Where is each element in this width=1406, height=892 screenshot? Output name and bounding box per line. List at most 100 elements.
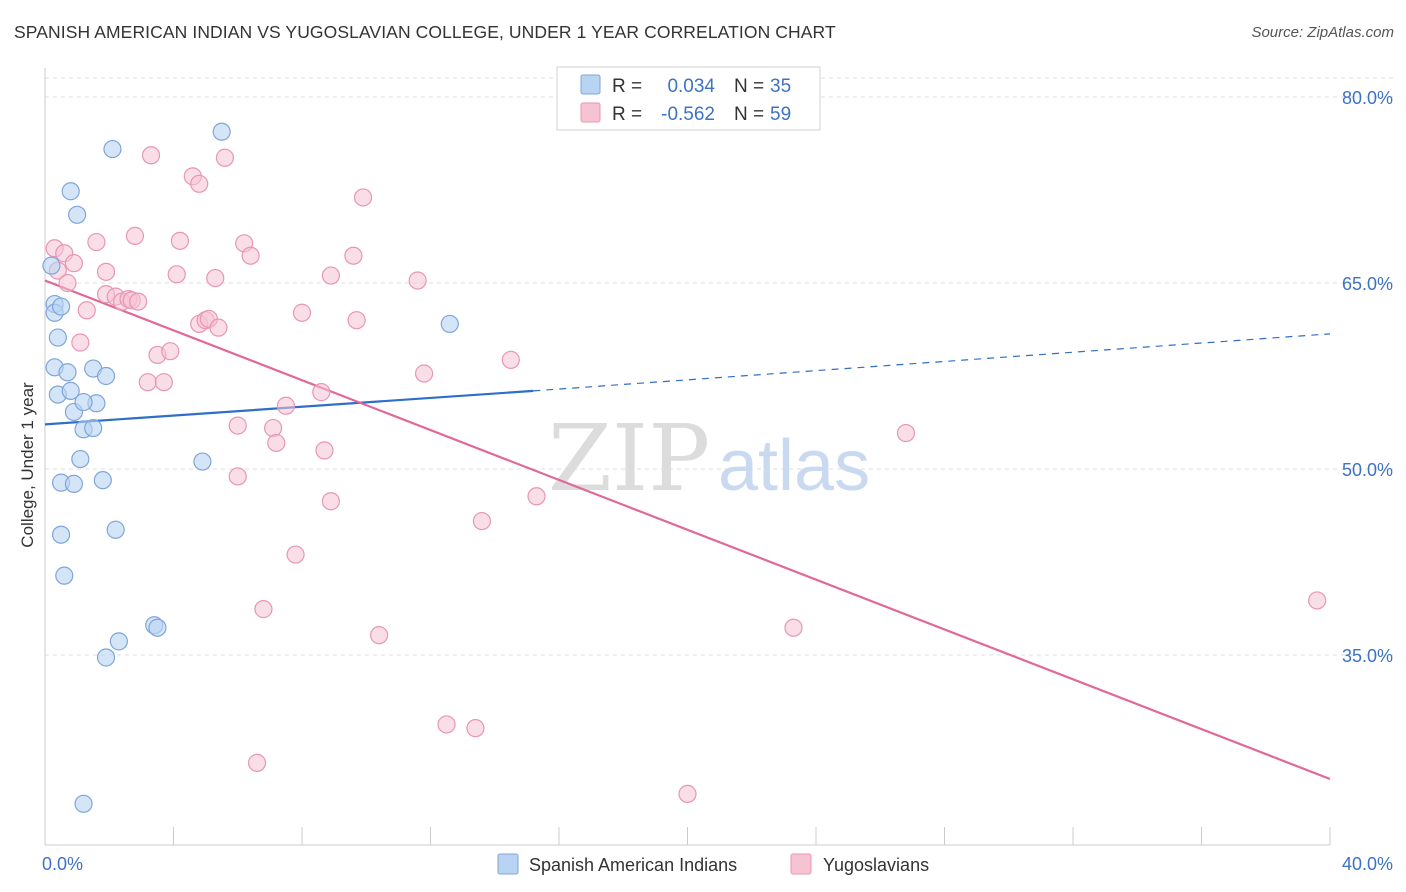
series-legend-swatch-pink [790,853,812,875]
data-point-yugoslavians [276,396,296,415]
chart-title: SPANISH AMERICAN INDIAN VS YUGOSLAVIAN C… [14,22,836,42]
data-point-yugoslavians [896,423,916,443]
source-credit: Source: ZipAtlas.com [1251,24,1394,41]
legend-r-label: R = [612,76,642,97]
series-legend-swatch-blue [497,853,519,875]
stats-legend: R = 0.034 N = 35 R = -0.562 N = 59 [556,66,821,131]
data-point-yugoslavians [408,271,427,290]
watermark: ZIP atlas [548,405,870,512]
data-point-yugoslavians [209,318,228,337]
data-point-yugoslavians [77,301,96,320]
data-point-spanish-american-indians [64,474,84,493]
data-point-spanish-american-indians [51,297,71,316]
data-point-spanish-american-indians [61,381,80,400]
data-point-yugoslavians [353,188,373,207]
trend-line-extension-spanish-american-indians [533,333,1331,392]
data-point-spanish-american-indians [61,182,80,201]
data-point-spanish-american-indians [96,648,116,667]
data-point-yugoslavians [678,784,697,803]
data-point-yugoslavians [138,373,157,392]
data-point-spanish-american-indians [109,632,128,651]
data-point-yugoslavians [1308,591,1327,610]
data-point-yugoslavians [466,719,485,738]
stats-legend-box [556,66,821,131]
data-point-yugoslavians [64,254,84,273]
legend-n-label: N = [734,76,764,97]
legend-swatch-pink [580,102,601,123]
data-point-yugoslavians [527,487,546,506]
data-point-yugoslavians [87,232,106,252]
data-point-spanish-american-indians [106,520,125,539]
legend-r-value: -0.562 [661,104,715,125]
data-point-yugoslavians [472,511,491,531]
x-tick-label: 40.0% [1342,854,1393,874]
data-point-spanish-american-indians [148,618,167,637]
x-tick-label: 0.0% [42,854,83,874]
tick-labels: 35.0% 50.0% 65.0% 80.0% 0.0% 40.0% [42,88,1393,874]
legend-swatch-blue [580,74,601,95]
data-point-yugoslavians [784,618,803,637]
series-legend: Spanish American Indians Yugoslavians [497,853,929,875]
data-point-yugoslavians [167,265,186,284]
y-tick-label: 65.0% [1342,274,1393,294]
data-point-yugoslavians [414,364,434,383]
data-point-spanish-american-indians [212,122,231,141]
y-tick-label: 35.0% [1342,646,1393,666]
data-point-spanish-american-indians [71,449,90,469]
series-legend-label: Spanish American Indians [529,855,737,875]
trend-line-yugoslavians [44,279,1331,781]
data-point-yugoslavians [154,373,173,392]
watermark-zip: ZIP [548,405,710,512]
data-point-yugoslavians [190,174,209,193]
data-point-spanish-american-indians [42,256,61,275]
data-point-yugoslavians [141,146,161,165]
data-point-yugoslavians [241,246,260,265]
data-point-yugoslavians [437,715,456,734]
series-legend-label: Yugoslavians [823,855,929,875]
data-point-yugoslavians [129,292,148,311]
grid-lines [45,77,1393,656]
y-axis-label: College, Under 1 year [18,382,37,548]
legend-r-value: 0.034 [667,76,715,97]
data-point-spanish-american-indians [193,452,212,471]
data-point-yugoslavians [286,545,305,564]
data-point-spanish-american-indians [103,139,122,159]
data-point-yugoslavians [96,262,116,281]
data-point-yugoslavians [125,226,145,245]
data-point-yugoslavians [321,266,341,285]
data-point-yugoslavians [170,231,190,250]
data-point-spanish-american-indians [58,363,77,382]
data-point-spanish-american-indians [55,566,74,585]
data-point-spanish-american-indians [68,205,87,224]
spanish-american-indians-points [42,122,459,813]
data-point-yugoslavians [228,416,247,435]
data-point-yugoslavians [321,492,341,511]
data-point-yugoslavians [344,246,363,265]
data-point-yugoslavians [228,467,247,486]
y-tick-label: 80.0% [1342,88,1393,108]
legend-r-label: R = [612,104,642,125]
yugoslavians-points [45,146,1327,803]
data-point-spanish-american-indians [48,328,67,347]
data-point-spanish-american-indians [440,314,459,334]
axes [44,68,1331,846]
data-point-spanish-american-indians [93,471,112,490]
data-point-yugoslavians [315,441,334,460]
data-point-yugoslavians [161,342,180,361]
data-point-yugoslavians [312,383,331,402]
data-point-yugoslavians [267,433,286,453]
legend-n-value: 35 [770,76,791,97]
data-point-yugoslavians [206,268,225,288]
data-point-yugoslavians [263,418,283,438]
data-point-spanish-american-indians [51,525,71,544]
data-point-yugoslavians [58,273,77,293]
data-point-yugoslavians [370,626,389,645]
data-point-yugoslavians [347,311,366,330]
data-point-spanish-american-indians [74,794,93,813]
data-point-yugoslavians [501,350,520,369]
watermark-atlas: atlas [718,426,870,506]
legend-n-value: 59 [770,104,791,125]
legend-n-label: N = [734,104,764,125]
data-point-yugoslavians [254,600,273,619]
